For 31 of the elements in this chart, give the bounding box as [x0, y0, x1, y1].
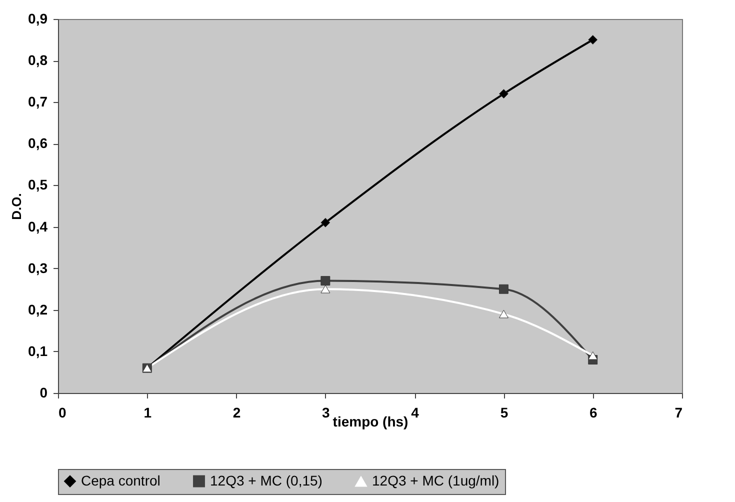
- y-tick-label: 0,7: [28, 94, 48, 110]
- point: [498, 284, 508, 294]
- y-tick-label: 0,5: [28, 176, 48, 193]
- x-tick-label: 4: [411, 404, 420, 420]
- point: [588, 351, 598, 360]
- y-tick-label: 0: [40, 384, 48, 400]
- y-tick-label: 0,6: [28, 135, 48, 152]
- point: [588, 35, 598, 44]
- x-axis-title: tiempo (hs): [332, 414, 408, 430]
- y-tick-label: 0,9: [28, 10, 48, 26]
- point: [320, 276, 330, 286]
- point: [320, 218, 330, 228]
- y-tick-label: 0,1: [28, 342, 48, 359]
- x-tick-label: 5: [500, 404, 508, 420]
- x-tick-label: 3: [322, 404, 330, 420]
- legend-label: 12Q3 + MC (0,15): [210, 472, 322, 488]
- point: [498, 310, 508, 318]
- legend-label: Cepa control: [81, 472, 160, 488]
- point: [498, 89, 508, 99]
- y-tick-label: 0,2: [28, 301, 48, 318]
- point: [320, 284, 330, 294]
- x-tick-label: 2: [232, 404, 241, 420]
- y-tick-label: 0,4: [28, 218, 48, 234]
- x-tick-label: 0: [58, 404, 66, 420]
- y-tick-label: 0,8: [28, 52, 48, 68]
- legend-label: 12Q3 + MC (1ug/ml): [372, 472, 500, 488]
- x-tick-label: 1: [144, 404, 152, 420]
- y-tick-label: 0,3: [28, 260, 48, 276]
- x-tick-label: 7: [674, 404, 683, 420]
- x-tick-label: 6: [589, 404, 598, 420]
- y-axis-title: D.O.: [9, 193, 24, 220]
